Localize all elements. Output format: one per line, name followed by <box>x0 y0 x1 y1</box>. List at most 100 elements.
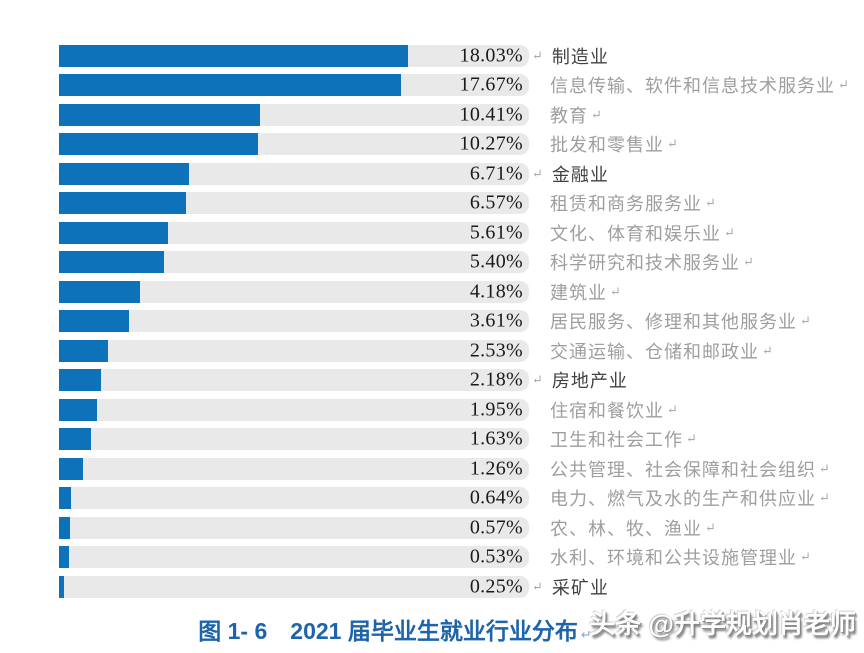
chart-row: 6.71% ↵ 金融业 <box>59 159 849 189</box>
figure-caption-text: 图 1- 6 2021 届毕业生就业行业分布 <box>198 618 578 644</box>
category-label: 金融业 <box>551 164 609 185</box>
bar-chart: 18.03% ↵ 制造业 17.67% 信息传输、软件和信息技术服务业 ↵ 10.41% 教育… <box>59 41 849 602</box>
value-label: 0.25% <box>469 575 523 598</box>
category-label: 农、林、牧、渔业 <box>550 518 702 539</box>
bar-track: 0.57% <box>59 516 529 539</box>
chart-row: 6.57% 租赁和商务服务业 ↵ <box>59 189 849 219</box>
value-label: 18.03% <box>459 44 523 67</box>
chart-row: 17.67% 信息传输、软件和信息技术服务业 ↵ <box>59 71 849 101</box>
value-label: 3.61% <box>469 309 523 332</box>
chart-row: 4.18% 建筑业 ↵ <box>59 277 849 307</box>
return-mark-icon: ↵ <box>705 519 716 535</box>
value-label: 0.57% <box>469 516 523 539</box>
return-mark-icon: ↵ <box>532 372 543 388</box>
value-label: 1.63% <box>469 427 523 450</box>
category-label: 文化、体育和娱乐业 <box>550 223 721 244</box>
category-label: 科学研究和技术服务业 <box>550 253 740 274</box>
bar-track: 2.18% <box>59 368 529 392</box>
return-mark-icon: ↵ <box>591 106 602 122</box>
category-label: 住宿和餐饮业 <box>550 400 664 421</box>
value-label: 0.64% <box>469 486 523 509</box>
chart-row: 5.61% 文化、体育和娱乐业 ↵ <box>59 218 849 248</box>
bar-track: 5.61% <box>59 221 529 244</box>
value-label: 2.18% <box>469 368 523 391</box>
category-label: 批发和零售业 <box>550 135 664 156</box>
bar-track: 17.67% <box>59 73 529 97</box>
value-label: 2.53% <box>469 339 523 362</box>
bar <box>59 457 84 480</box>
value-label: 6.57% <box>469 191 523 214</box>
category-label: 居民服务、修理和其他服务业 <box>550 312 797 333</box>
value-label: 4.18% <box>469 280 523 303</box>
chart-row: 1.26% 公共管理、社会保障和社会组织 ↵ <box>59 454 849 484</box>
bar <box>59 339 108 362</box>
category-label: 制造业 <box>551 46 609 67</box>
category-label: 采矿业 <box>551 577 609 598</box>
bar-track: 6.71% <box>59 162 529 185</box>
chart-row: 0.57% 农、林、牧、渔业 ↵ <box>59 513 849 543</box>
return-mark-icon: ↵ <box>800 313 811 329</box>
return-mark-icon: ↵ <box>724 224 735 240</box>
bar <box>59 251 164 274</box>
bar <box>59 221 168 244</box>
return-mark-icon: ↵ <box>532 578 543 594</box>
figure-caption: 图 1- 6 2021 届毕业生就业行业分布 ↵ <box>0 612 790 646</box>
chart-row: 0.64% 电力、燃气及水的生产和供应业 ↵ <box>59 484 849 514</box>
chart-row: 18.03% ↵ 制造业 <box>59 41 849 71</box>
bar-track: 1.26% <box>59 457 529 480</box>
return-mark-icon: ↵ <box>743 254 754 270</box>
return-mark-icon: ↵ <box>819 460 830 476</box>
watermark: 头条 @升学规划肖老师 <box>589 609 856 639</box>
category-label: 建筑业 <box>550 282 607 303</box>
chart-row: 0.25% ↵ 采矿业 <box>59 572 849 602</box>
bar <box>59 280 140 303</box>
bar-track: 6.57% <box>59 191 529 215</box>
bar-track: 10.27% <box>59 132 529 156</box>
value-label: 10.27% <box>459 132 523 155</box>
value-label: 17.67% <box>459 73 523 96</box>
value-label: 10.41% <box>459 103 523 126</box>
chart-row: 10.27% 批发和零售业 ↵ <box>59 130 849 160</box>
chart-row: 0.53% 水利、环境和公共设施管理业 ↵ <box>59 543 849 573</box>
bar <box>59 192 187 215</box>
bar <box>59 369 102 392</box>
bar <box>59 398 97 421</box>
return-mark-icon: ↵ <box>532 47 543 63</box>
category-label: 交通运输、仓储和邮政业 <box>550 341 759 362</box>
bar <box>59 310 129 333</box>
chart-row: 1.95% 住宿和餐饮业 ↵ <box>59 395 849 425</box>
value-label: 1.26% <box>469 457 523 480</box>
chart-row: 3.61% 居民服务、修理和其他服务业 ↵ <box>59 307 849 337</box>
bar-track: 3.61% <box>59 309 529 333</box>
bar <box>59 575 64 598</box>
bar <box>59 516 70 539</box>
value-label: 5.40% <box>469 250 523 273</box>
category-label: 电力、燃气及水的生产和供应业 <box>550 489 816 510</box>
return-mark-icon: ↵ <box>580 627 592 642</box>
category-label: 租赁和商务服务业 <box>550 194 702 215</box>
return-mark-icon: ↵ <box>705 195 716 211</box>
return-mark-icon: ↵ <box>762 342 773 358</box>
bar <box>59 428 91 451</box>
chart-row: 5.40% 科学研究和技术服务业 ↵ <box>59 248 849 278</box>
bar-track: 0.25% <box>59 575 529 598</box>
bar-track: 0.64% <box>59 486 529 510</box>
category-label: 水利、环境和公共设施管理业 <box>550 548 797 569</box>
bar-track: 5.40% <box>59 250 529 274</box>
return-mark-icon: ↵ <box>532 165 543 181</box>
chart-row: 2.53% 交通运输、仓储和邮政业 ↵ <box>59 336 849 366</box>
bar <box>59 487 72 510</box>
return-mark-icon: ↵ <box>800 549 811 565</box>
bar <box>59 103 261 126</box>
return-mark-icon: ↵ <box>667 401 678 417</box>
bar <box>59 546 70 569</box>
return-mark-icon: ↵ <box>819 490 830 506</box>
bar-track: 1.63% <box>59 427 529 451</box>
bar <box>59 74 401 97</box>
bar-track: 1.95% <box>59 398 529 421</box>
chart-row: 2.18% ↵ 房地产业 <box>59 366 849 396</box>
value-label: 0.53% <box>469 545 523 568</box>
bar <box>59 162 189 185</box>
category-label: 卫生和社会工作 <box>550 430 683 451</box>
chart-row: 10.41% 教育 ↵ <box>59 100 849 130</box>
